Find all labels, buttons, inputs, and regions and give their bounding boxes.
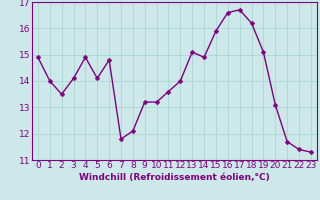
X-axis label: Windchill (Refroidissement éolien,°C): Windchill (Refroidissement éolien,°C) — [79, 173, 270, 182]
